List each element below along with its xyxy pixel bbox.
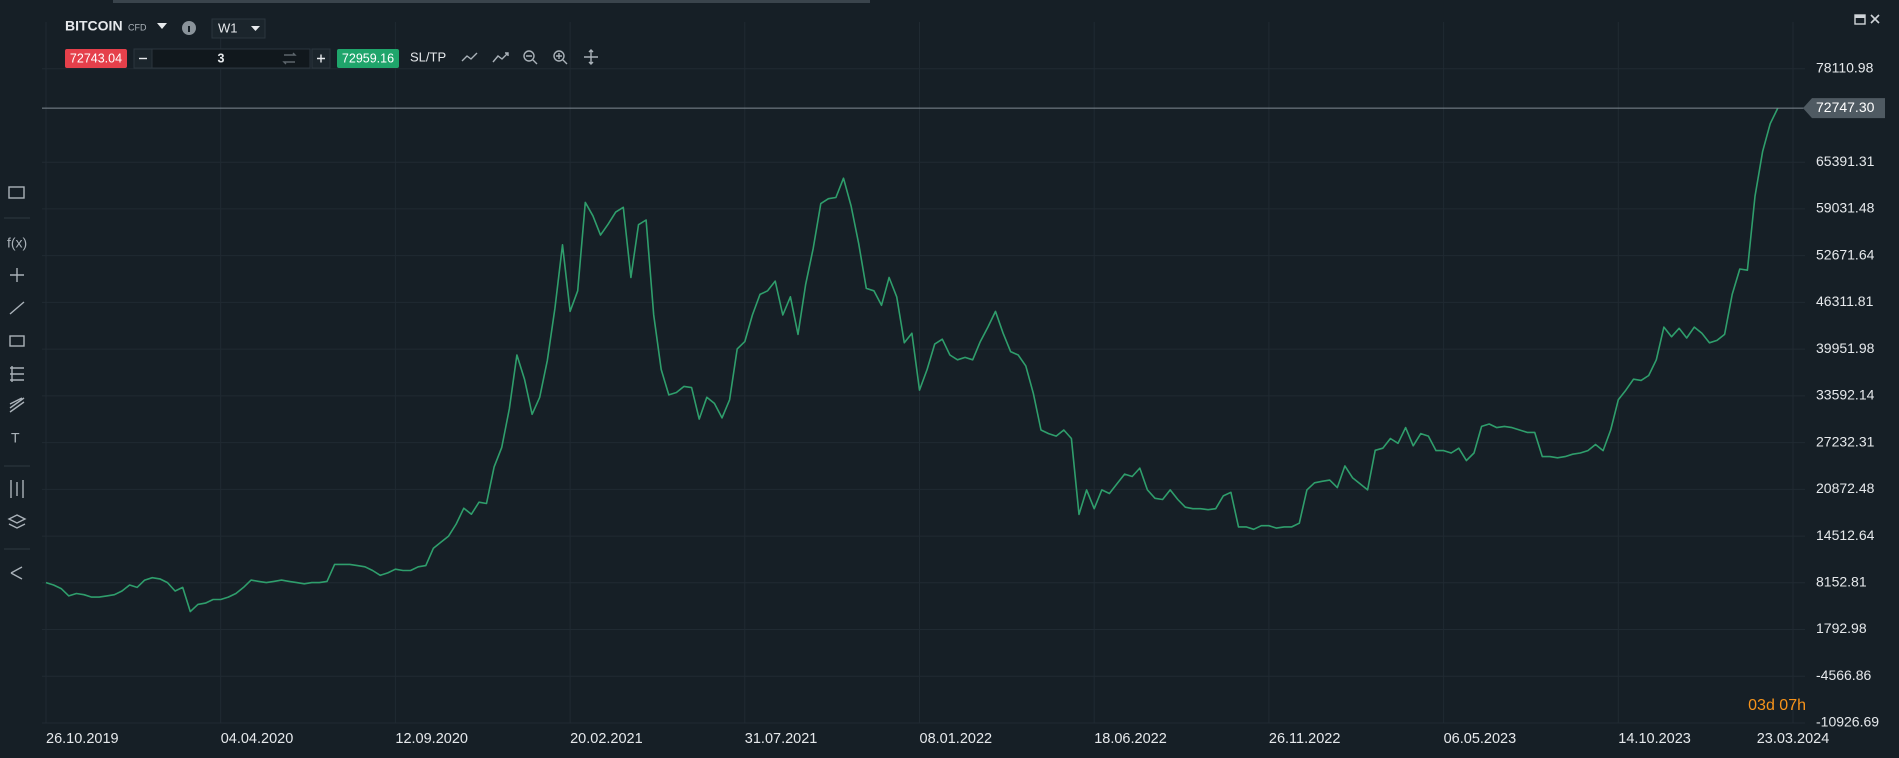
x-tick-label: 26.11.2022 [1269, 731, 1341, 747]
timeframe-caret [251, 26, 260, 31]
plus-glyph [317, 54, 325, 63]
plot-layer: 26.10.2019 04.04.2020 12.09.2020 20.02.2021… [42, 22, 1885, 747]
x-tick-label: 18.06.2022 [1094, 731, 1167, 747]
timeframe-select[interactable] [211, 18, 266, 39]
zoom-in-glyph [556, 53, 568, 65]
maximize-bar [1855, 15, 1865, 18]
y-tick-label: 14512.64 [1816, 527, 1875, 543]
fib-tool-icon[interactable] [10, 366, 24, 382]
y-tick-label: 65391.31 [1816, 153, 1875, 169]
text-tool[interactable]: T [11, 430, 20, 446]
zoom-out-icon[interactable] [523, 50, 535, 62]
zoom-out-glyph [526, 55, 538, 65]
y-tick-label: -4566.86 [1816, 667, 1871, 683]
y-tick-label: 1792.98 [1816, 620, 1867, 636]
zoom-in-icon[interactable] [553, 50, 565, 62]
x-tick-label: 08.01.2022 [920, 731, 993, 747]
y-tick-label: 33592.14 [1816, 387, 1875, 403]
candles-icon[interactable] [10, 480, 24, 498]
x-tick-label: 06.05.2023 [1444, 731, 1517, 747]
share-icon[interactable] [10, 566, 23, 580]
x-tick-label: 31.07.2021 [745, 731, 818, 747]
x-tick-label: 14.10.2023 [1618, 731, 1691, 747]
quantity: 3 [218, 51, 225, 65]
indicator-icon[interactable] [492, 52, 509, 63]
x-tick-label: 12.09.2020 [395, 731, 468, 747]
instrument-dropdown[interactable] [157, 23, 167, 29]
x-tick-label: 20.02.2021 [570, 731, 643, 747]
y-tick-label: 27232.31 [1816, 433, 1875, 449]
x-tick-label: 23.03.2024 [1757, 731, 1830, 747]
line-tool-icon[interactable] [9, 301, 25, 315]
y-tick-label: 52671.64 [1816, 246, 1875, 262]
y-tick-label: 46311.81 [1816, 293, 1874, 309]
layers-icon[interactable] [7, 514, 27, 529]
y-tick-label: 59031.48 [1816, 200, 1875, 216]
pitchfork-icon[interactable] [9, 397, 25, 413]
bar-countdown: 03d 07h [1748, 697, 1806, 714]
sell-button[interactable] [65, 49, 127, 68]
sltp-button[interactable]: SL/TP [410, 49, 446, 64]
y-tick-label: -10926.69 [1816, 714, 1879, 730]
pan-icon[interactable] [584, 49, 598, 65]
y-tick-label: 78110.98 [1816, 59, 1874, 75]
sell-price: 72743.04 [70, 51, 122, 65]
rect-tool-icon[interactable] [9, 335, 25, 347]
close-button[interactable] [1870, 14, 1880, 24]
x-tick-label: 26.10.2019 [46, 731, 119, 747]
buy-price: 72959.16 [342, 51, 394, 65]
y-tick-label: 39951.98 [1816, 340, 1875, 356]
crosshair-icon[interactable] [10, 268, 24, 282]
sidebar-fx[interactable]: f(x) [7, 235, 27, 251]
price-line [45, 107, 1779, 613]
instrument-kind: CFD [128, 22, 147, 32]
timeframe: W1 [218, 20, 238, 35]
last-price-label: 72747.30 [1816, 99, 1875, 115]
info-glyph [188, 26, 190, 32]
y-tick-label: 20872.48 [1816, 480, 1875, 496]
swap-icon[interactable] [282, 52, 297, 65]
x-tick-label: 04.04.2020 [221, 731, 294, 747]
top-strip [113, 0, 870, 3]
chart-type-icon[interactable] [461, 52, 478, 62]
buy-button[interactable] [337, 49, 399, 68]
y-tick-label: 8152.81 [1816, 574, 1867, 590]
last-price-tag [1803, 98, 1885, 119]
sidebar-chart-icon[interactable] [8, 186, 25, 199]
instrument-name: BITCOIN [65, 18, 123, 34]
